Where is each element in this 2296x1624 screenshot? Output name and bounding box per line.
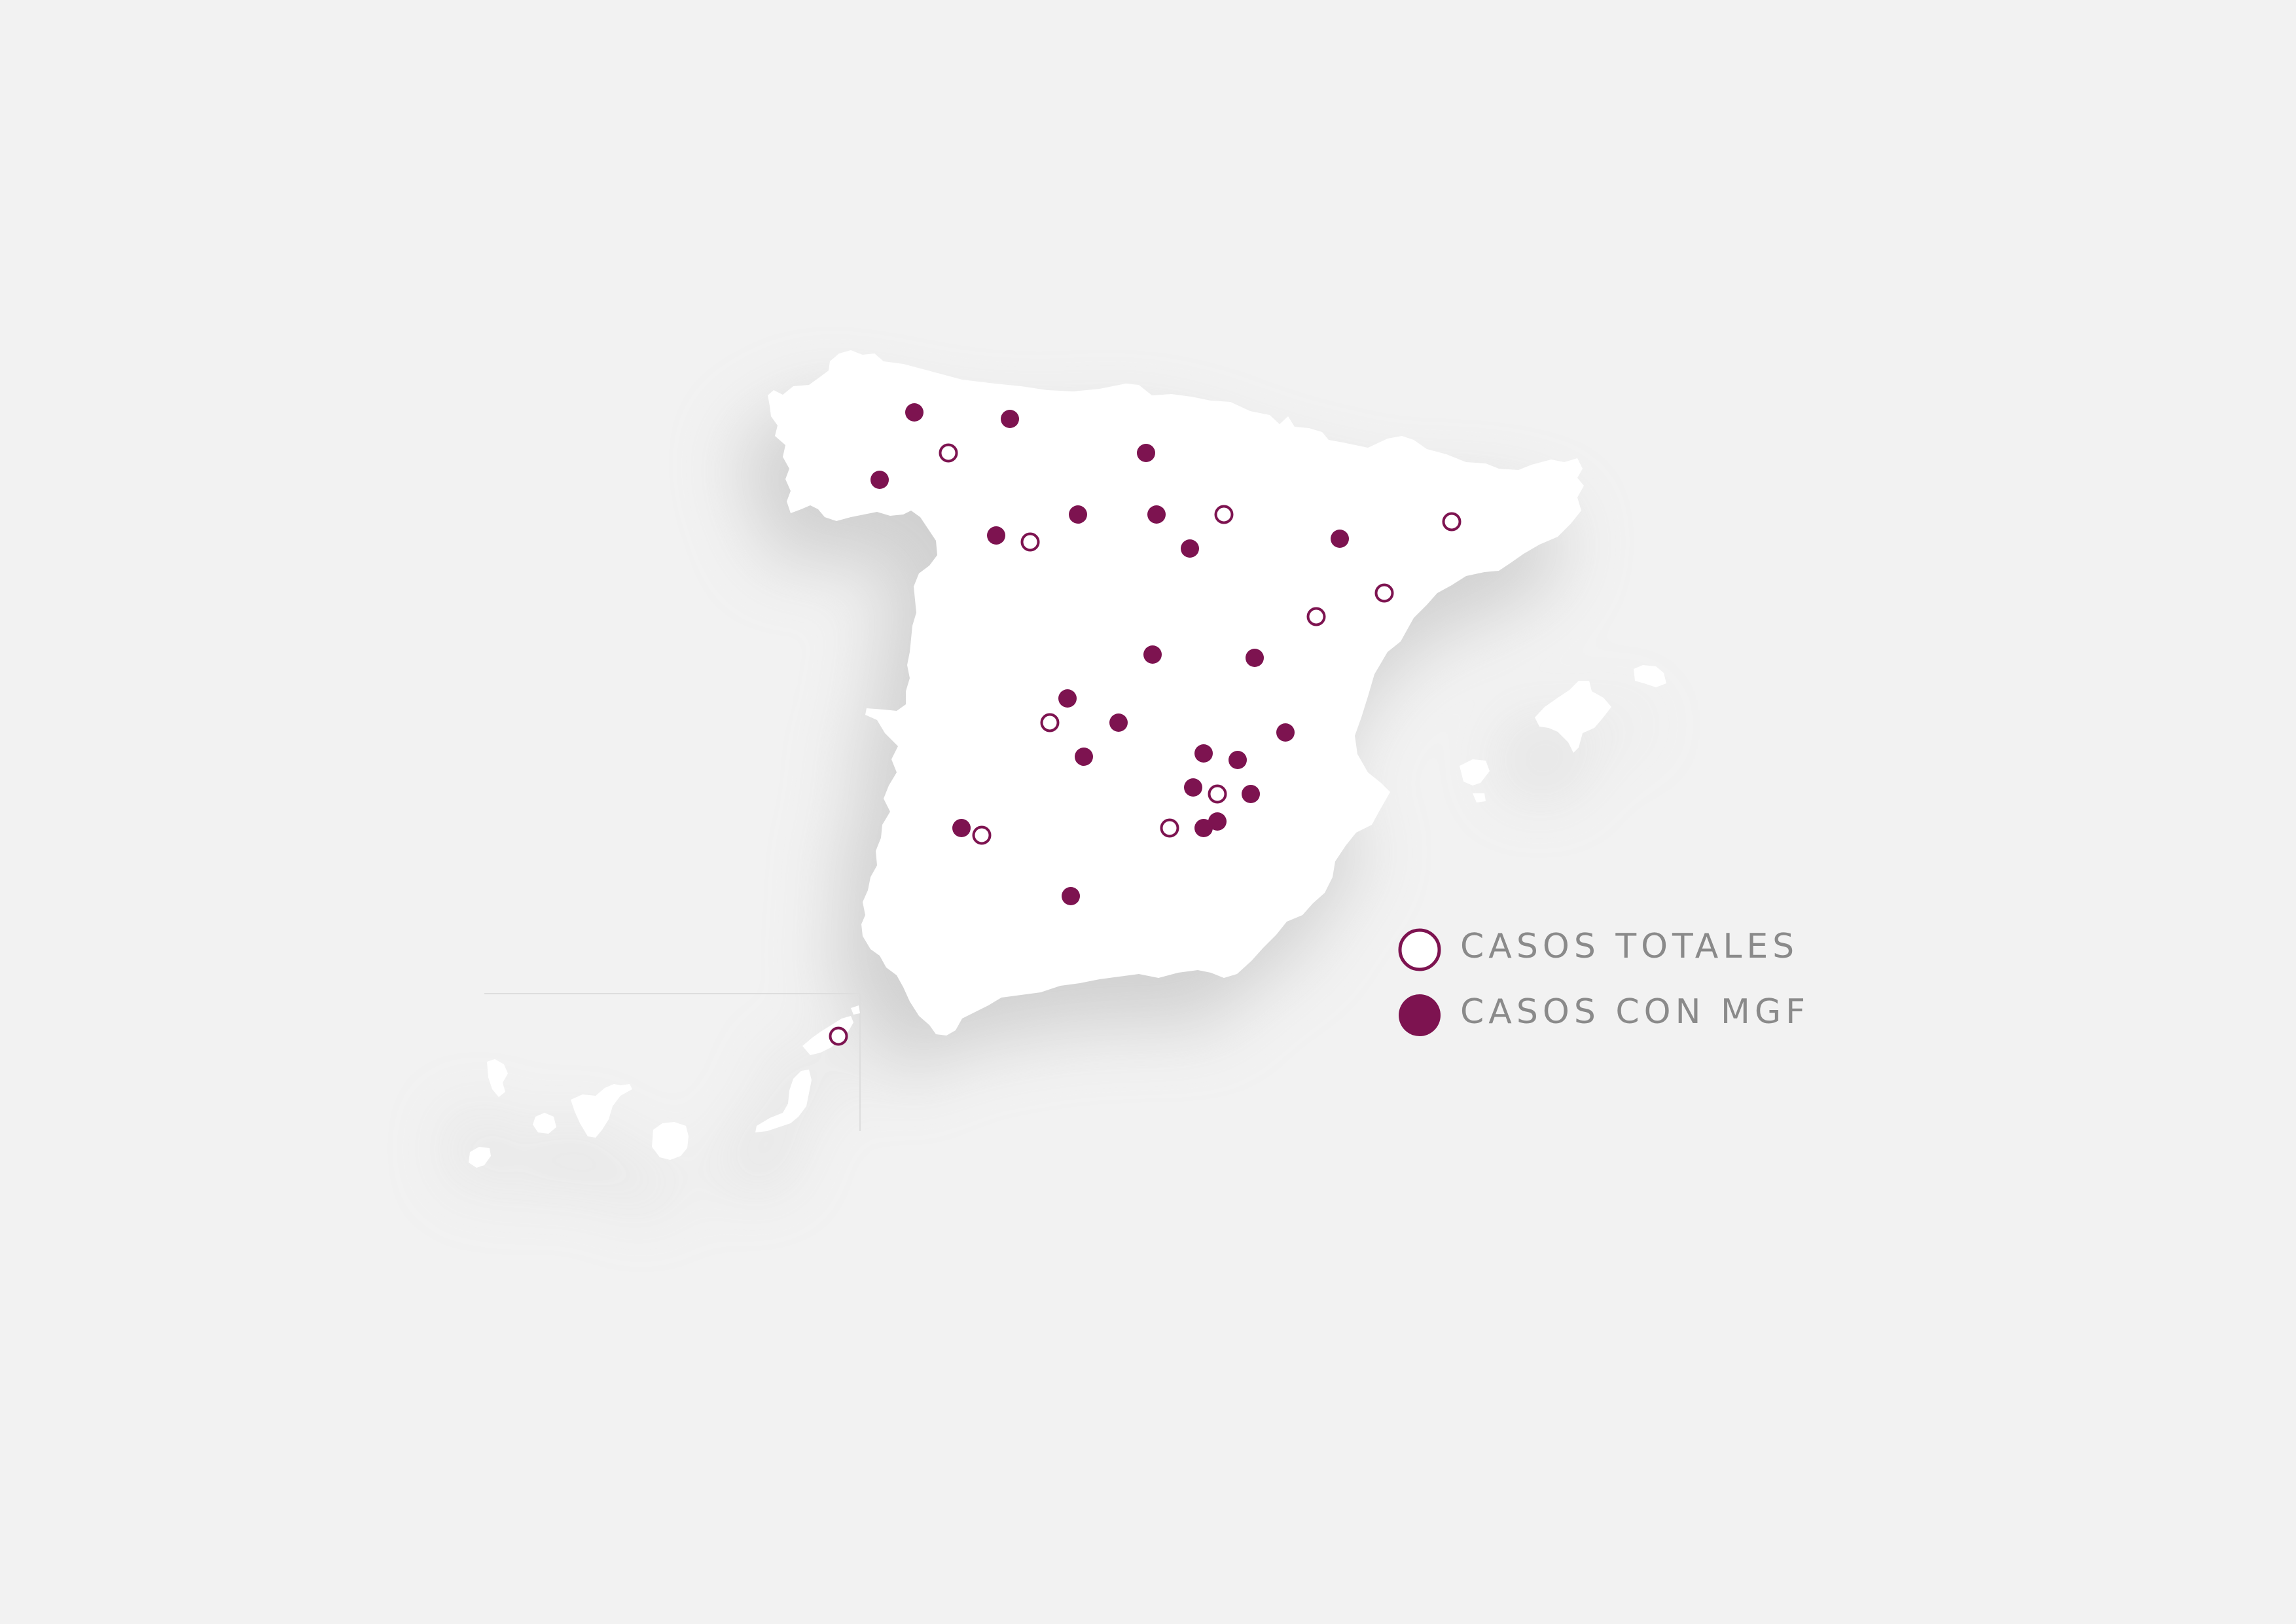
mgf-marker <box>1137 444 1155 462</box>
mgf-marker-layer <box>870 403 1349 905</box>
mgf-marker <box>1147 505 1166 524</box>
mgf-marker <box>1229 751 1247 769</box>
canary-inset-border <box>484 993 861 1131</box>
totales-marker <box>829 1026 848 1046</box>
mgf-marker <box>1246 649 1264 667</box>
totales-marker-layer <box>829 443 1462 1046</box>
mgf-marker <box>1194 744 1213 763</box>
mgf-marker <box>1069 505 1087 524</box>
totales-marker <box>939 443 958 463</box>
filled-circle-icon <box>1399 994 1441 1036</box>
mgf-marker <box>1194 819 1213 837</box>
totales-marker <box>1442 512 1462 532</box>
totales-marker <box>1306 607 1326 626</box>
legend-label-casos-con-mgf: CASOS CON MGF <box>1460 992 1810 1032</box>
mgf-marker <box>1181 539 1199 558</box>
mgf-marker <box>1143 645 1162 664</box>
mgf-marker <box>905 403 924 422</box>
totales-marker <box>1374 583 1394 603</box>
totales-marker <box>1040 713 1060 732</box>
mgf-marker <box>1184 778 1202 797</box>
totales-marker <box>1160 818 1179 838</box>
mgf-marker <box>1001 410 1019 428</box>
mgf-marker <box>1062 887 1080 905</box>
mgf-marker <box>987 526 1005 545</box>
legend: CASOS TOTALES CASOS CON MGF <box>1394 923 1852 1054</box>
open-circle-icon <box>1398 928 1441 971</box>
legend-label-casos-totales: CASOS TOTALES <box>1460 927 1799 966</box>
legend-item-casos-con-mgf: CASOS CON MGF <box>1394 988 1852 1036</box>
mgf-marker <box>952 819 971 837</box>
legend-item-casos-totales: CASOS TOTALES <box>1394 923 1852 971</box>
totales-marker <box>972 825 992 845</box>
mainland-spain <box>768 350 1584 1036</box>
mgf-marker <box>1276 723 1295 742</box>
totales-marker <box>1208 784 1227 804</box>
mgf-marker <box>1109 713 1128 732</box>
balearic-islands <box>1460 665 1666 803</box>
mgf-marker <box>870 471 889 489</box>
totales-marker <box>1020 532 1040 552</box>
mgf-marker <box>1242 785 1260 803</box>
mgf-marker <box>1208 812 1227 831</box>
mgf-marker <box>1075 748 1093 766</box>
mgf-marker <box>1058 689 1077 708</box>
canary-islands <box>469 1005 860 1168</box>
mgf-marker <box>1331 530 1349 548</box>
totales-marker <box>1214 505 1234 524</box>
